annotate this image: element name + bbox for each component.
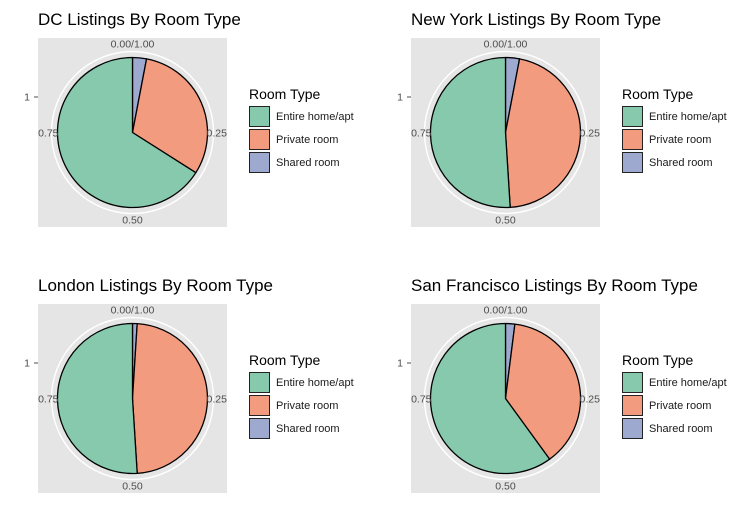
legend-label: Private room: [649, 399, 712, 412]
chart-title: San Francisco Listings By Room Type: [411, 276, 698, 295]
theta-tick-label: 0.25: [580, 394, 601, 406]
legend: Room Type Entire home/apt Private room S…: [622, 352, 727, 440]
legend-item: Shared room: [249, 151, 354, 174]
outer-circle: [423, 50, 588, 215]
legend-key-shared-room: [249, 418, 270, 439]
legend-title: Room Type: [622, 86, 694, 102]
legend-key-private-room: [622, 395, 643, 416]
legend-key-entire-home: [249, 106, 270, 127]
legend-item: Entire home/apt: [622, 105, 727, 128]
pie-chart: 0.00/1.00 0.25 0.50 0.75 1: [397, 39, 601, 227]
theta-tick-label: 0.00/1.00: [111, 305, 155, 317]
legend-title: Room Type: [249, 352, 321, 368]
theta-tick-label: 0.75: [38, 394, 59, 406]
legend-label: Shared room: [649, 422, 713, 435]
legend-label: Private room: [649, 133, 712, 146]
pie-chart: 0.00/1.00 0.25 0.50 0.75 1: [397, 305, 601, 493]
theta-tick-label: 0.50: [122, 481, 143, 493]
theta-tick-label: 0.75: [411, 394, 432, 406]
pie-slice: [429, 56, 511, 209]
legend: Room Type Entire home/apt Private room S…: [249, 86, 354, 174]
chart-panel-new-york: New York Listings By Room Type 0.00/1.00…: [373, 0, 746, 265]
pie-chart: 0.00/1.00 0.25 0.50 0.75 1: [24, 305, 228, 493]
legend-item: Private room: [249, 394, 354, 417]
legend-label: Shared room: [276, 422, 340, 435]
legend-key-entire-home: [249, 372, 270, 393]
chart-panel-dc: DC Listings By Room Type 0.00/1.00 0.25 0.…: [0, 0, 373, 265]
legend-label: Shared room: [649, 156, 713, 169]
y-tick-label: 1: [24, 358, 30, 370]
legend-item: Shared room: [249, 417, 354, 440]
legend-label: Private room: [276, 399, 339, 412]
legend: Room Type Entire home/apt Private room S…: [622, 86, 727, 174]
legend-item: Private room: [249, 128, 354, 151]
legend-label: Private room: [276, 133, 339, 146]
theta-tick-label: 0.50: [495, 481, 516, 493]
legend-label: Entire home/apt: [276, 376, 354, 389]
chart-panel-san-francisco: San Francisco Listings By Room Type 0.00…: [373, 266, 746, 531]
pie-slice: [56, 322, 138, 475]
theta-tick-label: 0.75: [38, 128, 59, 140]
chart-title: DC Listings By Room Type: [38, 10, 241, 29]
theta-tick-label: 0.25: [580, 128, 601, 140]
legend-item: Entire home/apt: [249, 371, 354, 394]
chart-title: London Listings By Room Type: [38, 276, 273, 295]
legend-key-shared-room: [622, 152, 643, 173]
y-tick-label: 1: [397, 92, 403, 104]
pie-slice: [504, 323, 582, 460]
chart-title: New York Listings By Room Type: [411, 10, 662, 29]
outer-circle: [50, 316, 215, 481]
outer-circle: [50, 50, 215, 215]
outer-circle: [423, 316, 588, 481]
legend-label: Entire home/apt: [649, 110, 727, 123]
legend-item: Entire home/apt: [249, 105, 354, 128]
pie-slice: [56, 56, 197, 209]
pie-slice: [131, 323, 209, 474]
legend-item: Shared room: [622, 151, 727, 174]
theta-tick-label: 0.50: [122, 215, 143, 227]
chart-panel-london: London Listings By Room Type 0.00/1.00 0.…: [0, 266, 373, 531]
legend: Room Type Entire home/apt Private room S…: [249, 352, 354, 440]
legend-key-shared-room: [249, 152, 270, 173]
legend-key-private-room: [249, 129, 270, 150]
legend-item: Private room: [622, 394, 727, 417]
legend-label: Entire home/apt: [276, 110, 354, 123]
pie-chart: 0.00/1.00 0.25 0.50 0.75 1: [24, 39, 228, 227]
legend-key-private-room: [622, 129, 643, 150]
legend-title: Room Type: [622, 352, 694, 368]
legend-item: Shared room: [622, 417, 727, 440]
y-tick-label: 1: [397, 358, 403, 370]
legend-key-entire-home: [622, 372, 643, 393]
theta-tick-label: 0.75: [411, 128, 432, 140]
legend-item: Entire home/apt: [622, 371, 727, 394]
theta-tick-label: 0.00/1.00: [111, 39, 155, 51]
legend-key-entire-home: [622, 106, 643, 127]
legend-key-private-room: [249, 395, 270, 416]
legend-key-shared-room: [622, 418, 643, 439]
theta-tick-label: 0.50: [495, 215, 516, 227]
legend-label: Entire home/apt: [649, 376, 727, 389]
theta-tick-label: 0.25: [207, 394, 228, 406]
theta-tick-label: 0.25: [207, 128, 228, 140]
legend-title: Room Type: [249, 86, 321, 102]
legend-label: Shared room: [276, 156, 340, 169]
y-tick-label: 1: [24, 92, 30, 104]
legend-item: Private room: [622, 128, 727, 151]
theta-tick-label: 0.00/1.00: [484, 39, 528, 51]
theta-tick-label: 0.00/1.00: [484, 305, 528, 317]
pie-slice: [504, 58, 582, 208]
pie-slice: [429, 322, 551, 475]
